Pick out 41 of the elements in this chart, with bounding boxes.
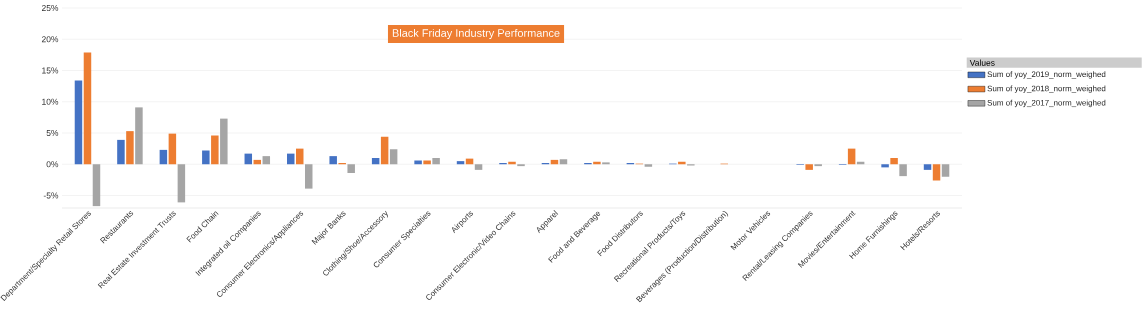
- y-tick-label: 0%: [46, 161, 59, 168]
- bar: [126, 131, 134, 165]
- bar: [168, 133, 177, 165]
- bar: [220, 118, 228, 165]
- y-tick-label: 15%: [42, 67, 59, 74]
- y-tick-label: -5%: [43, 192, 59, 199]
- bar: [847, 148, 856, 165]
- bar: [135, 107, 143, 165]
- bar: [559, 159, 568, 165]
- bar: [899, 164, 907, 177]
- bar: [211, 135, 219, 165]
- bar: [74, 80, 83, 165]
- y-tick-label: 10%: [42, 98, 59, 105]
- bar: [456, 161, 465, 165]
- bar: [117, 139, 125, 165]
- y-tick-label: 20%: [41, 36, 59, 43]
- bar: [177, 164, 186, 203]
- bar: [262, 156, 271, 165]
- bar: [474, 164, 483, 170]
- bar: [923, 164, 932, 170]
- bar: [644, 164, 653, 167]
- bar: [932, 164, 941, 181]
- bar: [432, 158, 440, 165]
- bar: [295, 148, 304, 165]
- bar: [881, 164, 889, 168]
- bar: [389, 149, 398, 165]
- bar: [83, 52, 92, 165]
- bar: [347, 164, 355, 173]
- bar: [890, 158, 898, 165]
- y-tick-label: 5%: [46, 130, 59, 136]
- bar: [304, 164, 313, 189]
- bar: [380, 136, 389, 165]
- bar: [92, 164, 101, 207]
- text: Black Friday Industry Performance: [392, 28, 560, 40]
- bar: [941, 164, 950, 177]
- bar: [329, 156, 337, 165]
- legend-title: Values: [969, 59, 995, 66]
- bar: [202, 150, 210, 165]
- y-tick-label: 25%: [41, 5, 59, 11]
- bar: [805, 164, 813, 170]
- bar: [159, 149, 168, 165]
